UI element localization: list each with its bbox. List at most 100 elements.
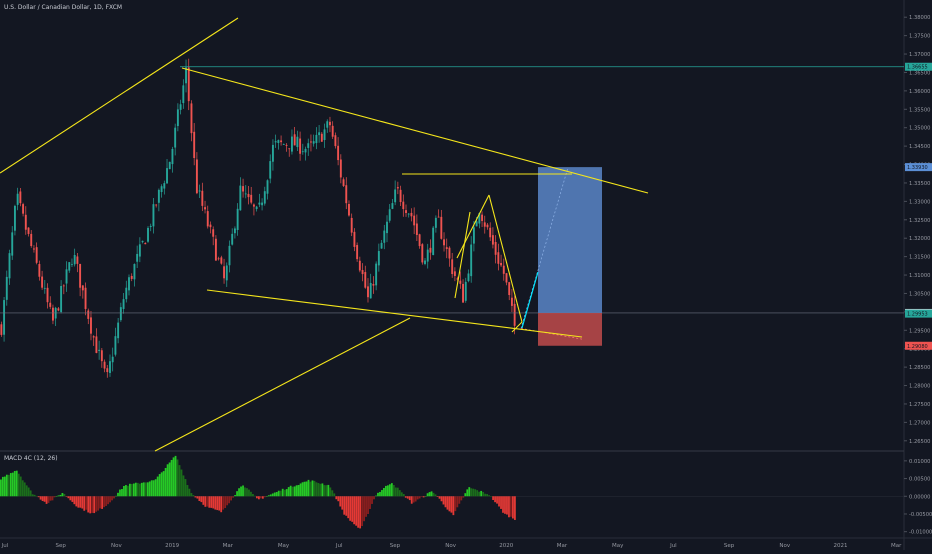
macd-bar	[512, 496, 514, 519]
candle-body	[214, 238, 217, 261]
macd-bar	[297, 485, 300, 497]
candle-body	[502, 265, 505, 274]
candle-body	[456, 278, 459, 280]
macd-bar	[426, 493, 429, 497]
candle-body	[244, 193, 247, 195]
macd-bar	[35, 495, 38, 497]
candle-body	[242, 186, 245, 192]
candle-body	[49, 302, 52, 307]
candle-body	[250, 194, 253, 203]
macd-bar	[146, 482, 149, 497]
candle-body	[217, 258, 220, 260]
zigzag-3	[488, 194, 523, 323]
macd-bar	[218, 496, 221, 511]
macd-bar	[65, 496, 68, 497]
macd-bar	[353, 496, 356, 525]
macd-bar	[174, 455, 177, 497]
price-tag-label: 1.29080	[907, 344, 928, 350]
candle-body	[13, 205, 16, 231]
candle-body	[413, 215, 416, 226]
macd-bar	[363, 496, 365, 522]
candle-body	[399, 189, 402, 203]
candle-body	[60, 286, 63, 313]
y-tick-label: 1.32500	[909, 218, 930, 224]
macd-bar	[162, 471, 165, 497]
candle-body	[73, 254, 76, 265]
macd-bar	[510, 496, 512, 517]
macd-bar	[367, 496, 369, 515]
macd-bar	[109, 496, 111, 503]
macd-bar	[190, 493, 193, 497]
macd-bar	[476, 490, 479, 497]
candle-body	[174, 127, 177, 148]
candle-body	[383, 230, 386, 243]
candle-body	[269, 161, 272, 179]
x-tick-label: 2020	[499, 543, 513, 549]
candle-body	[290, 136, 293, 152]
macd-bar	[490, 496, 492, 497]
macd-bar	[331, 490, 334, 497]
x-tick-label: 2021	[834, 543, 848, 549]
macd-bar	[263, 496, 266, 498]
macd-bar	[91, 496, 94, 513]
macd-bar	[63, 493, 66, 497]
macd-bar	[204, 496, 207, 507]
macd-bar	[73, 496, 76, 505]
macd-bar	[13, 471, 16, 497]
x-tick-label: 2019	[165, 543, 179, 549]
candle-body	[71, 264, 73, 266]
macd-bar	[21, 480, 24, 497]
macd-bar	[309, 481, 312, 497]
macd-bar	[184, 479, 187, 497]
y-tick-label: 1.33500	[909, 181, 930, 187]
macd-y-tick-label: 0.01000	[909, 459, 930, 465]
macd-bar	[279, 490, 282, 497]
macd-bar	[136, 482, 139, 497]
macd-bar	[466, 489, 469, 497]
macd-bar	[236, 491, 238, 497]
candle-body	[98, 349, 101, 351]
candle-body	[255, 206, 258, 210]
candle-body	[407, 213, 410, 215]
macd-bar	[123, 485, 125, 497]
macd-bar	[281, 488, 284, 497]
candle-body	[76, 256, 79, 264]
candle-body	[280, 140, 283, 143]
candle-body	[353, 231, 356, 247]
candle-body	[136, 253, 139, 262]
candle-body	[3, 300, 6, 335]
candle-body	[187, 67, 190, 102]
candle-body	[510, 297, 513, 306]
macd-bar	[25, 485, 28, 497]
macd-bar	[242, 485, 244, 497]
macd-bar	[220, 496, 223, 513]
target-zone	[538, 167, 602, 313]
candle-body	[334, 135, 337, 147]
macd-bar	[438, 496, 441, 499]
x-tick-label: Sep	[56, 543, 67, 549]
macd-bar	[341, 496, 344, 510]
macd-bar	[61, 493, 64, 497]
projection-line	[521, 271, 539, 329]
candle-body	[418, 234, 421, 247]
macd-bar	[291, 486, 294, 497]
macd-bar	[484, 493, 487, 497]
macd-bar	[396, 487, 399, 497]
candle-body	[445, 247, 448, 249]
macd-bar	[381, 490, 383, 497]
macd-bar	[208, 496, 211, 508]
macd-bar	[446, 496, 449, 510]
candle-body	[489, 227, 492, 238]
macd-bar	[117, 492, 119, 497]
price-tag-box	[905, 309, 932, 318]
candle-body	[160, 186, 163, 193]
x-tick-label: Mar	[557, 543, 568, 549]
macd-bar	[81, 496, 84, 509]
candle-body	[190, 103, 193, 134]
macd-bar	[458, 496, 461, 504]
candle-body	[231, 233, 234, 245]
macd-bar	[365, 496, 367, 517]
candle-body	[185, 67, 187, 84]
y-tick-label: 1.27000	[909, 420, 930, 426]
